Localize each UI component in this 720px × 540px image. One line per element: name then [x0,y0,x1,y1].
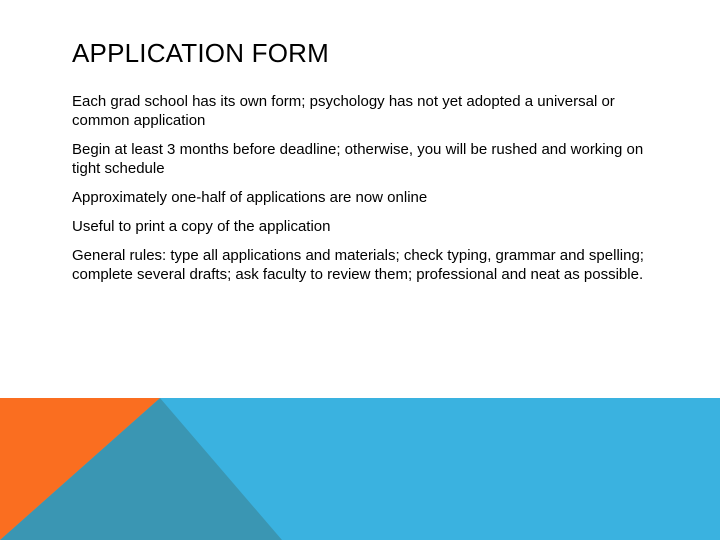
bullet-item: General rules: type all applications and… [72,247,644,283]
bullet-item: Useful to print a copy of the applicatio… [72,218,331,235]
teal-triangle [0,398,282,540]
bullet-item: Begin at least 3 months before deadline;… [72,141,644,177]
bullet-item: Approximately one-half of applications a… [72,189,428,206]
bullet-item: Each grad school has its own form; psych… [72,93,615,129]
decorative-band [0,398,720,540]
slide-title: APPLICATION FORM [72,38,329,68]
bullet-list: Each grad school has its own form; psych… [72,92,662,294]
orange-triangle [0,398,160,540]
